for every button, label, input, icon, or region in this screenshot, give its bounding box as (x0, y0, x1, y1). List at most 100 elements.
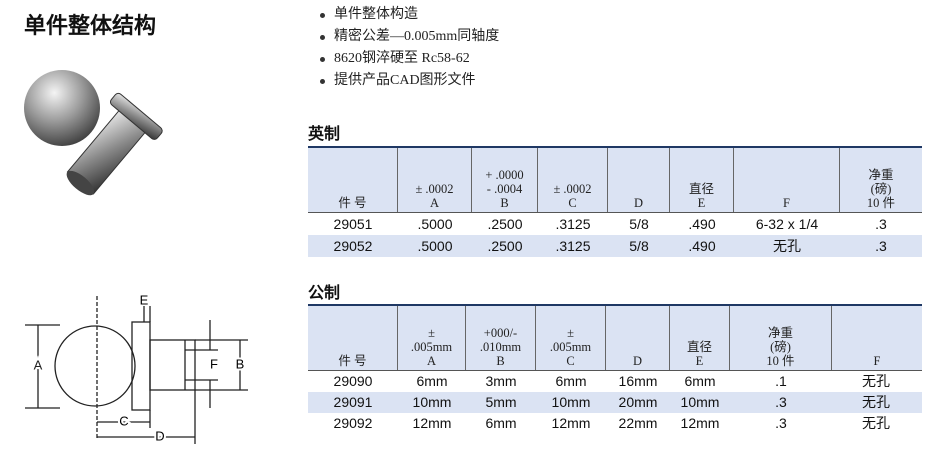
header-text: E (695, 354, 704, 368)
header-text: 直径 (686, 340, 712, 354)
header-cell: 直径 E (670, 148, 734, 212)
header-cell: ± .005mm C (536, 306, 606, 370)
table-row: 29051 .5000 .2500 .3125 5/8 .490 6-32 x 1/4 .3 (308, 213, 922, 235)
header-text: .005mm (549, 340, 592, 354)
header-cell: D (608, 148, 670, 212)
table-cell: 6mm (485, 415, 517, 431)
header-text: ± (567, 326, 574, 340)
header-text: (磅) (770, 340, 791, 354)
header-text: F (873, 354, 881, 368)
header-text: 净重 (868, 168, 894, 182)
header-text: 直径 (688, 182, 714, 196)
table-cell: 6mm (416, 373, 448, 389)
header-text: A (429, 196, 440, 210)
table-cell: 6mm (555, 373, 587, 389)
bullet-text: 8620钢淬硬至 Rc58-62 (334, 51, 470, 66)
bullet-text: 单件整体构造 (334, 7, 418, 22)
bullet-dot (320, 35, 325, 40)
table-cell: .2500 (487, 216, 523, 232)
section-heading: 英制 (308, 126, 341, 143)
page-title: 单件整体结构 (24, 13, 157, 38)
header-text: C (568, 196, 577, 210)
header-text: 件 号 (338, 354, 367, 368)
header-text: + .0000 (485, 168, 524, 182)
header-text: D (633, 196, 644, 210)
header-text: B (500, 196, 509, 210)
dimension-drawing (25, 296, 248, 444)
header-cell: +000/- .010mm B (466, 306, 536, 370)
table-cell: 29092 (333, 415, 373, 431)
header-cell: F (734, 148, 840, 212)
header-text: ± .0002 (415, 182, 454, 196)
table-cell: 16mm (618, 373, 658, 389)
section-heading: 公制 (308, 285, 341, 302)
dim-label: A (34, 357, 43, 372)
table-cell: .2500 (487, 238, 523, 254)
table-cell: .3 (875, 216, 887, 232)
header-cell: D (606, 306, 670, 370)
header-cell: + .0000- .0004 B (472, 148, 538, 212)
bullet-text: 提供产品CAD图形文件 (334, 73, 476, 88)
table-cell: .3 (775, 394, 787, 410)
table-cell: 3mm (485, 373, 517, 389)
bullet-dot (320, 79, 325, 84)
header-text: 10 件 (766, 354, 795, 368)
dim-label: D (155, 428, 164, 443)
bullet-text: 精密公差—0.005mm同轴度 (334, 29, 500, 44)
table-cell: 10mm (680, 394, 720, 410)
header-text: 10 件 (866, 196, 896, 210)
table-cell: .1 (775, 373, 787, 389)
header-text: +000/- (483, 326, 518, 340)
table-cell: .490 (688, 238, 716, 254)
table-cell: .5000 (417, 216, 453, 232)
table-cell: .3 (775, 415, 787, 431)
header-row: 件 号 ± .0002 A + .0000- .0004 B ± .0002 C D 直径 E F 净… (308, 148, 922, 213)
table-cell: 12mm (412, 415, 452, 431)
table-cell: 29051 (333, 216, 373, 232)
header-text: F (783, 196, 790, 210)
table-cell: 10mm (412, 394, 452, 410)
table-cell: 10mm (551, 394, 591, 410)
header-cell: 净重 (磅) 10 件 (840, 148, 922, 212)
table-cell: 5/8 (629, 216, 649, 232)
dim-label: E (140, 292, 149, 307)
header-text: (磅) (870, 182, 892, 196)
table-cell: .3 (875, 238, 887, 254)
bullet-item: 精密公差—0.005mm同轴度 (318, 26, 499, 48)
header-text: E (697, 196, 706, 210)
spec-table: 件 号 ± .005mm A +000/- .010mm B ± .005mm C D 直径 E 净重 (磅… (308, 304, 922, 434)
bullet-dot (320, 13, 325, 18)
table-cell: .5000 (417, 238, 453, 254)
table-cell: 29052 (333, 238, 373, 254)
dim-label: B (236, 356, 245, 371)
bullet-dot (320, 57, 325, 62)
header-text: D (632, 354, 643, 368)
header-cell: ± .0002 A (398, 148, 472, 212)
dim-label: C (119, 413, 128, 428)
header-cell: ± .0002 C (538, 148, 608, 212)
table-cell: 6mm (684, 373, 716, 389)
table-cell: 22mm (618, 415, 658, 431)
header-cell: F (832, 306, 922, 370)
header-text: .010mm (479, 340, 522, 354)
product-photo (24, 70, 163, 196)
header-cell: ± .005mm A (398, 306, 466, 370)
table-cell: .490 (688, 216, 716, 232)
header-cell: 净重 (磅) 10 件 (730, 306, 832, 370)
table-row: 29092 12mm 6mm 12mm 22mm 12mm .3 无孔 (308, 413, 922, 434)
bullet-item: 提供产品CAD图形文件 (318, 70, 499, 92)
header-row: 件 号 ± .005mm A +000/- .010mm B ± .005mm C D 直径 E 净重 (磅… (308, 306, 922, 371)
table-cell: 无孔 (862, 373, 890, 389)
table-row: 29052 .5000 .2500 .3125 5/8 .490 无孔 .3 (308, 235, 922, 257)
bullet-item: 8620钢淬硬至 Rc58-62 (318, 48, 499, 70)
header-text: A (426, 354, 437, 368)
table-row: 29090 6mm 3mm 6mm 16mm 6mm .1 无孔 (308, 371, 922, 392)
table-cell: 6-32 x 1/4 (755, 216, 819, 232)
header-cell: 直径 E (670, 306, 730, 370)
header-text: B (496, 354, 505, 368)
table-cell: 29090 (333, 373, 373, 389)
header-cell: 件 号 (308, 306, 398, 370)
table-cell: 无孔 (773, 238, 801, 254)
table-cell: 12mm (551, 415, 591, 431)
